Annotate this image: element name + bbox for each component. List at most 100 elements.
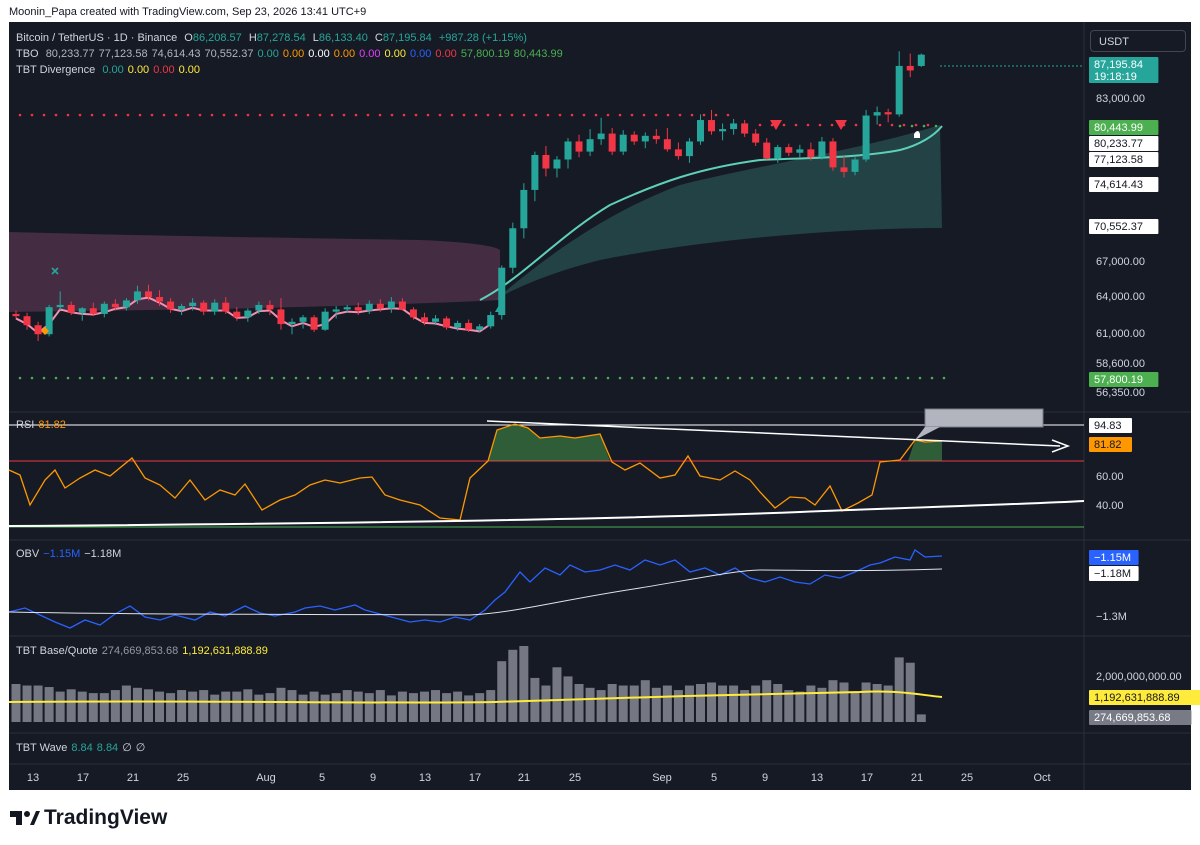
- time-axis-label: 5: [711, 772, 717, 784]
- resistance-dot: [414, 113, 418, 117]
- teal-ma-line: [479, 125, 943, 301]
- volume-bar: [740, 690, 750, 722]
- candle-body: [575, 141, 583, 152]
- resistance-dot: [462, 113, 466, 117]
- candle-body: [520, 189, 528, 229]
- price-tag: [1089, 120, 1159, 135]
- candle-body: [873, 112, 881, 116]
- support-dot: [918, 376, 922, 380]
- volume-bar: [442, 693, 452, 722]
- volume-bar: [640, 680, 650, 722]
- tbo-value-10: 0.00: [384, 48, 406, 60]
- candle-body: [133, 291, 141, 301]
- candle-body: [365, 303, 373, 311]
- price-tag: [1089, 219, 1159, 234]
- candle-body: [354, 307, 362, 311]
- price-tag: [1089, 710, 1192, 725]
- support-dot: [246, 376, 250, 380]
- resistance-dot: [606, 113, 610, 117]
- price-tag: [1089, 690, 1200, 705]
- tbo-value-11: 0.00: [409, 48, 432, 60]
- volume-bar: [232, 691, 242, 722]
- resistance-dot: [534, 113, 538, 117]
- candle-body: [674, 149, 682, 157]
- obv-legend[interactable]: OBV −1.15M −1.18M: [16, 548, 125, 560]
- resistance-dot: [474, 113, 478, 117]
- tbo-legend[interactable]: TBO 80,233.77 77,123.58 74,614.43 70,552.37…: [16, 48, 567, 60]
- candle-body: [829, 141, 837, 168]
- candle-body: [89, 308, 97, 314]
- symbol-legend: Bitcoin / TetherUS · 1D · Binance O86,20…: [16, 32, 527, 44]
- teal-cloud-band: [495, 125, 942, 300]
- support-dot: [846, 376, 850, 380]
- resistance-dot: [294, 113, 298, 117]
- volume-bar: [784, 690, 794, 722]
- volume-bar: [729, 685, 739, 722]
- time-axis-label: 13: [811, 772, 823, 784]
- candle-body: [277, 309, 285, 325]
- support-dot: [30, 376, 34, 380]
- candle-body: [100, 303, 108, 314]
- price-axis-label: 61,000.00: [1096, 328, 1145, 340]
- currency-select-button[interactable]: USDT: [1090, 30, 1186, 52]
- candle-body: [840, 167, 848, 172]
- candle-body: [167, 301, 175, 310]
- support-dot: [822, 376, 826, 380]
- support-dot: [90, 376, 94, 380]
- support-dot: [222, 376, 226, 380]
- resistance-dot: [222, 113, 226, 117]
- candle-body: [752, 133, 760, 143]
- price-tag-label: 77,123.58: [1094, 154, 1143, 166]
- candle-body: [255, 304, 263, 311]
- resistance-dot: [510, 113, 514, 117]
- tbt-divergence-legend[interactable]: TBT Divergence 0.00 0.00 0.00 0.00: [16, 64, 204, 76]
- price-tag: [1089, 437, 1132, 452]
- rsi-legend[interactable]: RSI 81.82: [16, 419, 70, 431]
- candle-body: [851, 159, 859, 172]
- candle-body: [763, 142, 771, 159]
- volume-bar: [861, 682, 871, 722]
- resistance-dot: [30, 113, 34, 117]
- pink-cloud-band: [9, 232, 500, 312]
- rsi-overbought-fill: [488, 424, 610, 461]
- volume-bar: [265, 693, 275, 722]
- candle-body: [895, 65, 903, 115]
- candle-body: [343, 307, 351, 310]
- candle-body: [398, 301, 406, 310]
- volume-bar: [662, 685, 672, 722]
- support-dot: [234, 376, 238, 380]
- chart-canvas[interactable]: [9, 22, 1191, 790]
- resistance-dot: [78, 113, 82, 117]
- volume-bar: [894, 657, 904, 722]
- tbt-divergence-value-4: 0.00: [178, 64, 201, 76]
- support-dot: [162, 376, 166, 380]
- tbt-divergence-legend-name: TBT Divergence: [16, 64, 96, 76]
- sell-triangle-marker-2: [835, 120, 847, 130]
- volume-bar: [453, 691, 463, 722]
- volume-bar: [806, 685, 816, 722]
- candle-body: [774, 147, 782, 159]
- price-tag: [1089, 57, 1159, 83]
- resistance-dot: [258, 113, 262, 117]
- price-tag-label: 74,614.43: [1094, 179, 1143, 191]
- support-dot: [906, 376, 910, 380]
- low-value: 86,133.40: [318, 32, 368, 44]
- rsi-support-curve: [8, 500, 1085, 527]
- rsi-legend-value: 81.82: [38, 419, 66, 431]
- volume-bar: [883, 685, 893, 722]
- volume-bar: [33, 685, 43, 722]
- tbt-wave-legend[interactable]: TBT Wave 8.84 8.84 ∅ ∅: [16, 741, 149, 754]
- resistance-dot: [378, 113, 382, 117]
- volume-bar: [629, 685, 639, 722]
- resistance-dot: [450, 113, 454, 117]
- basequote-legend[interactable]: TBT Base/Quote 274,669,853.68 1,192,631,88…: [16, 645, 272, 657]
- candle-body: [78, 308, 86, 313]
- support-dot: [102, 376, 106, 380]
- volume-bar: [408, 693, 418, 722]
- tbo-value-14: 80,443.99: [513, 48, 563, 60]
- resistance-dot: [678, 113, 682, 117]
- volume-bar: [155, 691, 165, 722]
- volume-bar: [276, 687, 286, 722]
- tbt-divergence-value-3: 0.00: [153, 64, 175, 76]
